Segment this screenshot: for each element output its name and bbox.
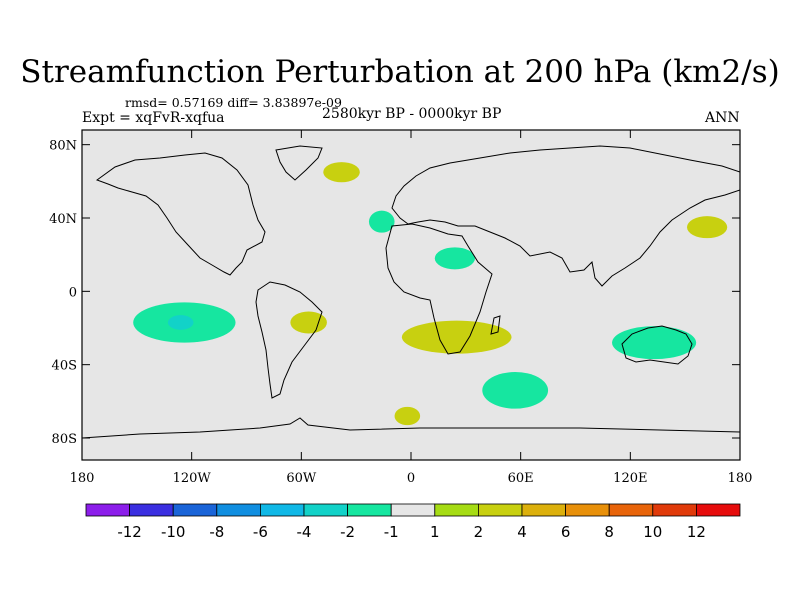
coastline-north-america xyxy=(95,152,266,276)
coastline-south-america xyxy=(255,281,323,399)
anomaly-iberia xyxy=(368,210,395,233)
coastline-greenland xyxy=(275,145,323,181)
anomaly-north-pacific xyxy=(686,216,728,239)
colorbar-swatch xyxy=(608,503,654,517)
colorbar-label: -1 xyxy=(384,523,399,541)
stats-text: rmsd= 0.57169 diff= 3.83897e-09 xyxy=(125,95,342,110)
colorbar-swatch xyxy=(129,503,174,517)
coastline-africa xyxy=(385,223,493,355)
colorbar-swatch xyxy=(172,503,218,517)
colorbar-swatch xyxy=(521,503,566,517)
colorbar-label: 12 xyxy=(687,523,706,541)
lon-label: 180 xyxy=(70,471,95,486)
lon-label: 120W xyxy=(173,471,212,486)
lat-label: 80N xyxy=(49,139,77,154)
colorbar-label: 6 xyxy=(561,523,571,541)
anomaly-north-africa xyxy=(434,247,475,270)
colorbar-swatch xyxy=(85,503,130,517)
colorbar-label: 1 xyxy=(430,523,440,541)
colorbar-swatch xyxy=(303,503,348,517)
colorbar-label: -12 xyxy=(117,523,142,541)
colorbar-swatch xyxy=(259,503,305,517)
lat-label: 40S xyxy=(52,359,77,374)
colorbar-label: -8 xyxy=(209,523,224,541)
lon-label: 60E xyxy=(508,471,534,486)
anomaly-north-atlantic xyxy=(323,162,360,183)
colorbar-label: 8 xyxy=(604,523,614,541)
lon-label: 0 xyxy=(407,471,415,486)
anomaly-australia xyxy=(612,326,697,360)
lon-label: 60W xyxy=(286,471,317,486)
coastline-madagascar xyxy=(490,315,501,335)
anomaly-southern-africa xyxy=(401,320,512,354)
chart-title: Streamfunction Perturbation at 200 hPa (… xyxy=(20,54,780,90)
colorbar-swatch xyxy=(565,503,610,517)
lat-label: 40N xyxy=(49,212,77,227)
lat-label: 0 xyxy=(69,285,77,300)
colorbar-swatch xyxy=(696,503,741,517)
coastline-eurasia xyxy=(391,145,740,287)
colorbar-swatch xyxy=(477,503,523,517)
colorbar-label: -4 xyxy=(297,523,312,541)
lon-label: 120E xyxy=(613,471,647,486)
colorbar-swatch xyxy=(434,503,479,517)
coastline-australia xyxy=(621,325,693,365)
colorbar-label: 2 xyxy=(474,523,484,541)
colorbar-label: -10 xyxy=(161,523,186,541)
axis-ticks: 80N 40N 0 40S 80S 180 120W 60W 0 60E 120E 180 xyxy=(49,130,752,486)
colorbar-swatch xyxy=(216,503,261,517)
coastline-antarctica xyxy=(82,417,740,439)
colorbar-label: -2 xyxy=(340,523,355,541)
anomaly-south-indian-ocean xyxy=(482,372,549,409)
anomaly-layer xyxy=(133,162,728,426)
anomaly-south-america xyxy=(290,311,327,334)
period-label: 2580kyr BP - 0000kyr BP xyxy=(322,106,502,122)
colorbar: -12 -10 -8 -6 -4 -2 -1 1 2 4 6 8 10 12 xyxy=(85,503,741,541)
lon-label: 180 xyxy=(728,471,753,486)
colorbar-label: 4 xyxy=(517,523,527,541)
colorbar-swatch xyxy=(652,503,697,517)
anomaly-south-pacific-core xyxy=(167,315,194,330)
coastline-layer xyxy=(82,145,740,439)
experiment-label: Expt = xqFvR-xqfua xyxy=(82,110,225,126)
anomaly-antarctic-coast xyxy=(394,406,421,426)
season-label: ANN xyxy=(705,110,740,126)
colorbar-swatch xyxy=(390,503,436,517)
colorbar-label: 10 xyxy=(643,523,662,541)
lat-label: 80S xyxy=(52,432,77,447)
colorbar-label: -6 xyxy=(253,523,268,541)
colorbar-swatch xyxy=(347,503,392,517)
